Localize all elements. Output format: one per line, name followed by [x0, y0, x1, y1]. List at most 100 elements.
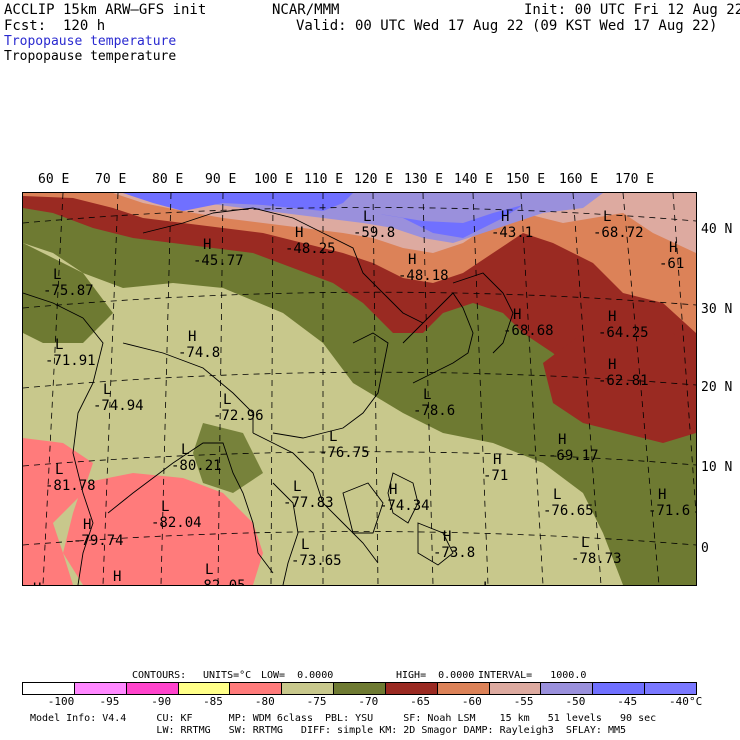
extremum-value: -72.96	[213, 408, 264, 424]
extremum-value: -69.17	[548, 448, 599, 464]
extremum-value: -75.87	[43, 283, 94, 299]
tropopause-temperature-map: L-59.8H-48.25H-45.77H-43.1L-68.72H-61H-4…	[22, 192, 697, 586]
field-band-olive	[23, 243, 113, 343]
field-band-dark-red	[23, 193, 696, 423]
lon-label: 130 E	[404, 172, 444, 187]
low-marker: L	[483, 580, 491, 586]
colorbar-segment	[282, 683, 335, 694]
colorbar-tick: -40	[669, 695, 689, 708]
center-name: NCAR/MMM	[272, 2, 340, 18]
extremum-value: -74.34	[379, 498, 430, 514]
extremum-value: -64.25	[598, 325, 649, 341]
lon-label: 170 E	[615, 172, 655, 187]
colorbar-segment	[541, 683, 594, 694]
extremum-value: -79.2	[103, 585, 145, 586]
contours-units: UNITS=°C	[203, 670, 252, 681]
extremum-value: -48.25	[285, 241, 336, 257]
low-marker: L	[553, 487, 561, 503]
contours-label: CONTOURS:	[132, 670, 187, 681]
high-marker: H	[408, 252, 416, 268]
field-band-lavender	[123, 193, 603, 243]
high-marker: H	[501, 209, 509, 225]
colorbar	[22, 682, 697, 695]
high-marker: H	[608, 357, 616, 373]
colorbar-segment	[593, 683, 646, 694]
lon-label: 70 E	[95, 172, 127, 187]
low-marker: L	[55, 462, 63, 478]
colorbar-tick: -45	[617, 695, 638, 708]
low-marker: L	[55, 337, 63, 353]
colorbar-segment	[385, 683, 438, 694]
high-marker: H	[113, 569, 121, 585]
extremum-value: -82.05	[195, 578, 246, 586]
extremum-value: -68.68	[503, 323, 554, 339]
colorbar-segment	[74, 683, 127, 694]
extremum-value: -80.21	[171, 458, 222, 474]
field-band-salmon	[23, 523, 73, 585]
low-marker: L	[205, 562, 213, 578]
low-marker: L	[181, 442, 189, 458]
colorbar-tick: -75	[306, 695, 327, 708]
low-marker: L	[293, 479, 301, 495]
coastlines	[23, 207, 514, 585]
extremum-value: -82.04	[151, 515, 202, 531]
colorbar-segment	[23, 683, 75, 694]
extremum-value: -71.91	[45, 353, 96, 369]
field-title-contour: Tropopause temperature	[4, 49, 177, 64]
model-info-line1: Model Info: V4.4 CU: KF MP: WDM 6class P…	[30, 713, 657, 724]
model-info-line2: LW: RRTMG SW: RRTMG DIFF: simple KM: 2D …	[30, 725, 627, 736]
high-marker: H	[389, 482, 397, 498]
colorbar-tick: -80	[254, 695, 275, 708]
lon-label: 120 E	[354, 172, 394, 187]
low-marker: L	[161, 499, 169, 515]
model-title: ACCLIP 15km ARW–GFS init	[4, 2, 207, 18]
colorbar-unit: °C	[689, 695, 703, 708]
low-marker: L	[103, 382, 111, 398]
extremum-value: -45.77	[193, 253, 244, 269]
high-marker: H	[658, 487, 666, 503]
valid-time: Valid: 00 UTC Wed 17 Aug 22 (09 KST Wed …	[296, 18, 718, 34]
forecast-hour: Fcst: 120 h	[4, 18, 106, 34]
extremum-value: -48.18	[398, 268, 449, 284]
lat-label: 10 N	[701, 460, 733, 475]
colorbar-tick: -85	[203, 695, 223, 708]
high-marker: H	[188, 329, 196, 345]
extremum-value: -73.8	[433, 545, 475, 561]
lon-label: 150 E	[506, 172, 546, 187]
high-marker: H	[295, 225, 303, 241]
extremum-value: -62.81	[598, 373, 649, 389]
lon-label: 60 E	[38, 172, 70, 187]
colorbar-segment	[334, 683, 386, 694]
hl-annotations: L-59.8H-48.25H-45.77H-43.1L-68.72H-61H-4…	[33, 209, 690, 586]
colorbar-segment	[126, 683, 179, 694]
lat-label: 20 N	[701, 380, 733, 395]
low-marker: L	[53, 267, 61, 283]
lat-label: 30 N	[701, 302, 733, 317]
colorbar-segment	[230, 683, 283, 694]
field-band-blue	[373, 205, 523, 238]
extremum-value: -73.65	[291, 553, 342, 569]
lon-label: 80 E	[152, 172, 184, 187]
lon-label: 90 E	[205, 172, 237, 187]
extremum-value: -77.83	[283, 495, 334, 511]
lon-label: 140 E	[454, 172, 494, 187]
extremum-value: -78.73	[571, 551, 622, 567]
colorbar-segment	[437, 683, 490, 694]
contours-interval: INTERVAL= 1000.0	[478, 670, 587, 681]
lon-label: 100 E	[254, 172, 294, 187]
high-marker: H	[493, 452, 501, 468]
extremum-value: -61	[659, 256, 684, 272]
high-marker: H	[33, 581, 41, 586]
colorbar-tick: -60	[461, 695, 482, 708]
extremum-value: -59.8	[353, 225, 395, 241]
colorbar-tick: -95	[99, 695, 120, 708]
high-marker: H	[513, 307, 521, 323]
high-marker: H	[669, 240, 677, 256]
field-title-filled: Tropopause temperature	[4, 34, 177, 49]
extremum-value: -81.78	[45, 478, 96, 494]
field-band-salmon	[23, 438, 93, 523]
colorbar-segment	[645, 683, 696, 694]
field-band-dark-red	[543, 323, 696, 443]
extremum-value: -71.6	[648, 503, 690, 519]
extremum-value: -74.8	[178, 345, 220, 361]
